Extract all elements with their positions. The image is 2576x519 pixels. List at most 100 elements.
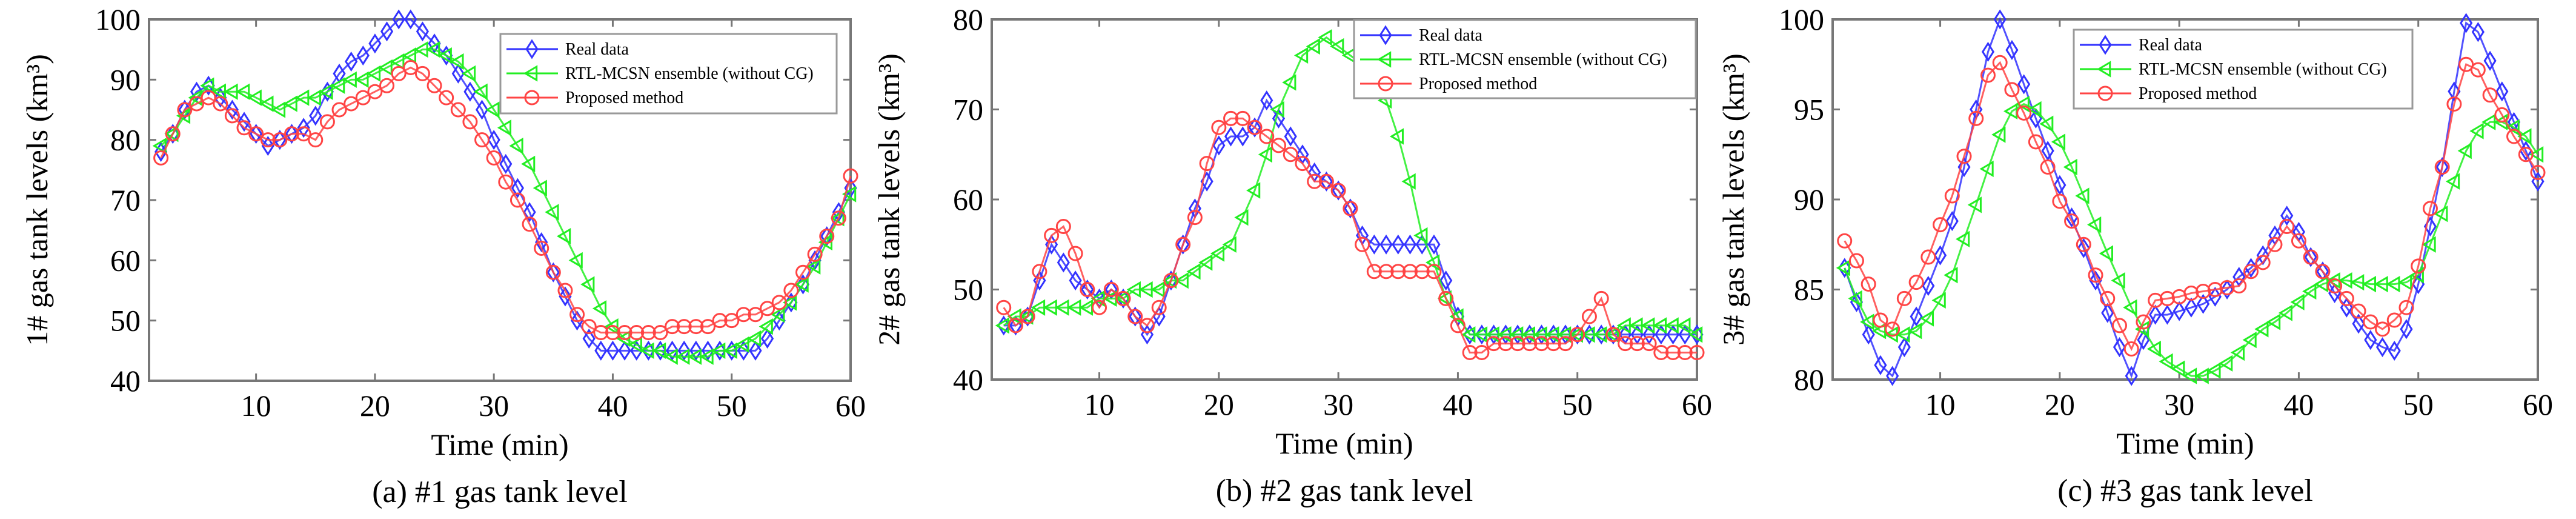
circle-marker bbox=[2064, 213, 2080, 229]
triangle-marker bbox=[152, 137, 167, 155]
diamond-marker bbox=[1367, 234, 1381, 255]
x-tick-label: 60 bbox=[835, 389, 866, 423]
legend: Real data RTL-MCSN ensemble (without CG) P… bbox=[499, 33, 838, 115]
circle-marker bbox=[2196, 283, 2211, 299]
circle-marker bbox=[165, 126, 181, 142]
diamond-marker bbox=[2208, 286, 2222, 307]
circle-marker bbox=[996, 300, 1012, 315]
circle-marker bbox=[308, 132, 324, 148]
triangle-marker bbox=[1330, 38, 1344, 55]
triangle-marker bbox=[1979, 160, 1994, 178]
diamond-marker bbox=[1392, 234, 1405, 255]
y-tick-label: 80 bbox=[110, 123, 141, 157]
circle-marker bbox=[1378, 264, 1394, 280]
y-tick-label: 95 bbox=[1794, 93, 1824, 127]
circle-marker bbox=[1956, 149, 1972, 164]
circle-marker bbox=[2494, 107, 2510, 122]
series-proposed-method bbox=[1837, 55, 2546, 357]
circle-marker bbox=[1968, 110, 1984, 126]
diamond-marker bbox=[392, 9, 405, 30]
diamond-marker bbox=[1922, 276, 1935, 296]
circle-marker bbox=[2339, 290, 2354, 306]
series-proposed-method bbox=[153, 59, 858, 341]
diamond-marker bbox=[1427, 234, 1441, 255]
triangle-marker bbox=[1956, 230, 1970, 247]
triangle-marker bbox=[699, 348, 714, 365]
circle-marker bbox=[617, 325, 632, 341]
x-tick-label: 30 bbox=[479, 389, 509, 423]
circle-marker bbox=[712, 313, 728, 329]
circle-marker bbox=[1438, 290, 1454, 306]
triangle-marker bbox=[2386, 275, 2400, 293]
diamond-marker bbox=[237, 112, 251, 132]
circle-marker bbox=[1665, 344, 1681, 360]
triangle-marker bbox=[1967, 196, 1982, 213]
circle-marker bbox=[700, 319, 715, 335]
circle-marker bbox=[1414, 264, 1430, 280]
triangle-marker bbox=[1186, 263, 1201, 280]
triangle-marker bbox=[1426, 254, 1440, 271]
diamond-marker bbox=[2005, 39, 2019, 61]
diamond-marker bbox=[1945, 211, 1959, 232]
circle-marker bbox=[819, 229, 835, 244]
diamond-marker bbox=[2280, 206, 2294, 226]
diamond-marker bbox=[2101, 303, 2114, 323]
diamond-marker bbox=[2483, 50, 2497, 71]
series-rtl-mcsn bbox=[1836, 95, 2544, 384]
circle-marker bbox=[652, 325, 668, 341]
triangle-marker bbox=[497, 119, 512, 136]
triangle-marker bbox=[2099, 245, 2113, 262]
diamond-marker bbox=[297, 118, 310, 138]
circle-marker bbox=[524, 90, 540, 105]
circle-marker bbox=[2434, 159, 2450, 175]
triangle-marker bbox=[426, 41, 440, 58]
circle-marker bbox=[2136, 314, 2151, 330]
circle-marker bbox=[1235, 110, 1250, 126]
y-tick-label: 40 bbox=[110, 364, 141, 398]
diamond-marker bbox=[475, 99, 489, 120]
triangle-marker bbox=[782, 294, 797, 311]
x-tick-label: 50 bbox=[717, 389, 747, 423]
triangle-marker bbox=[2087, 216, 2102, 233]
circle-marker bbox=[1355, 236, 1370, 252]
y-axis-label: 2# gas tank levels (km³) bbox=[872, 53, 906, 346]
diamond-marker bbox=[1236, 126, 1249, 147]
circle-marker bbox=[2518, 147, 2534, 162]
triangle-marker bbox=[1270, 101, 1284, 118]
triangle-marker bbox=[450, 53, 464, 70]
y-tick-label: 40 bbox=[953, 363, 983, 397]
circle-marker bbox=[1343, 201, 1358, 216]
circle-marker bbox=[1044, 227, 1060, 243]
diamond-marker bbox=[1224, 126, 1238, 147]
triangle-marker bbox=[366, 65, 381, 82]
circle-marker bbox=[2016, 105, 2032, 121]
x-axis-label: Time (min) bbox=[2116, 426, 2254, 460]
triangle-marker bbox=[461, 65, 476, 82]
circle-marker bbox=[391, 65, 407, 81]
diamond-marker bbox=[2448, 81, 2461, 102]
triangle-marker bbox=[2290, 293, 2305, 310]
triangle-marker bbox=[735, 336, 749, 353]
diamond-marker bbox=[666, 340, 679, 361]
triangle-marker bbox=[437, 47, 452, 64]
diamond-marker bbox=[2388, 340, 2401, 361]
diamond-marker bbox=[559, 286, 572, 307]
circle-marker bbox=[2148, 292, 2163, 308]
triangle-marker bbox=[1198, 254, 1213, 271]
circle-marker bbox=[284, 126, 300, 142]
circle-marker bbox=[1270, 138, 1286, 153]
x-tick-label: 20 bbox=[2045, 387, 2075, 421]
circle-marker bbox=[379, 78, 395, 93]
diamond-marker bbox=[2160, 304, 2174, 325]
legend-item: Real data bbox=[2080, 35, 2203, 55]
x-axis-label: Time (min) bbox=[1275, 426, 1413, 460]
x-tick-label: 40 bbox=[2283, 387, 2314, 421]
diamond-marker bbox=[345, 52, 358, 72]
diamond-marker bbox=[1284, 126, 1297, 147]
circle-marker bbox=[1629, 336, 1645, 352]
circle-marker bbox=[2351, 303, 2366, 319]
circle-marker bbox=[2470, 62, 2486, 78]
circle-marker bbox=[1593, 290, 1609, 306]
triangle-marker bbox=[1377, 51, 1392, 68]
x-tick-label: 10 bbox=[1925, 387, 1956, 421]
